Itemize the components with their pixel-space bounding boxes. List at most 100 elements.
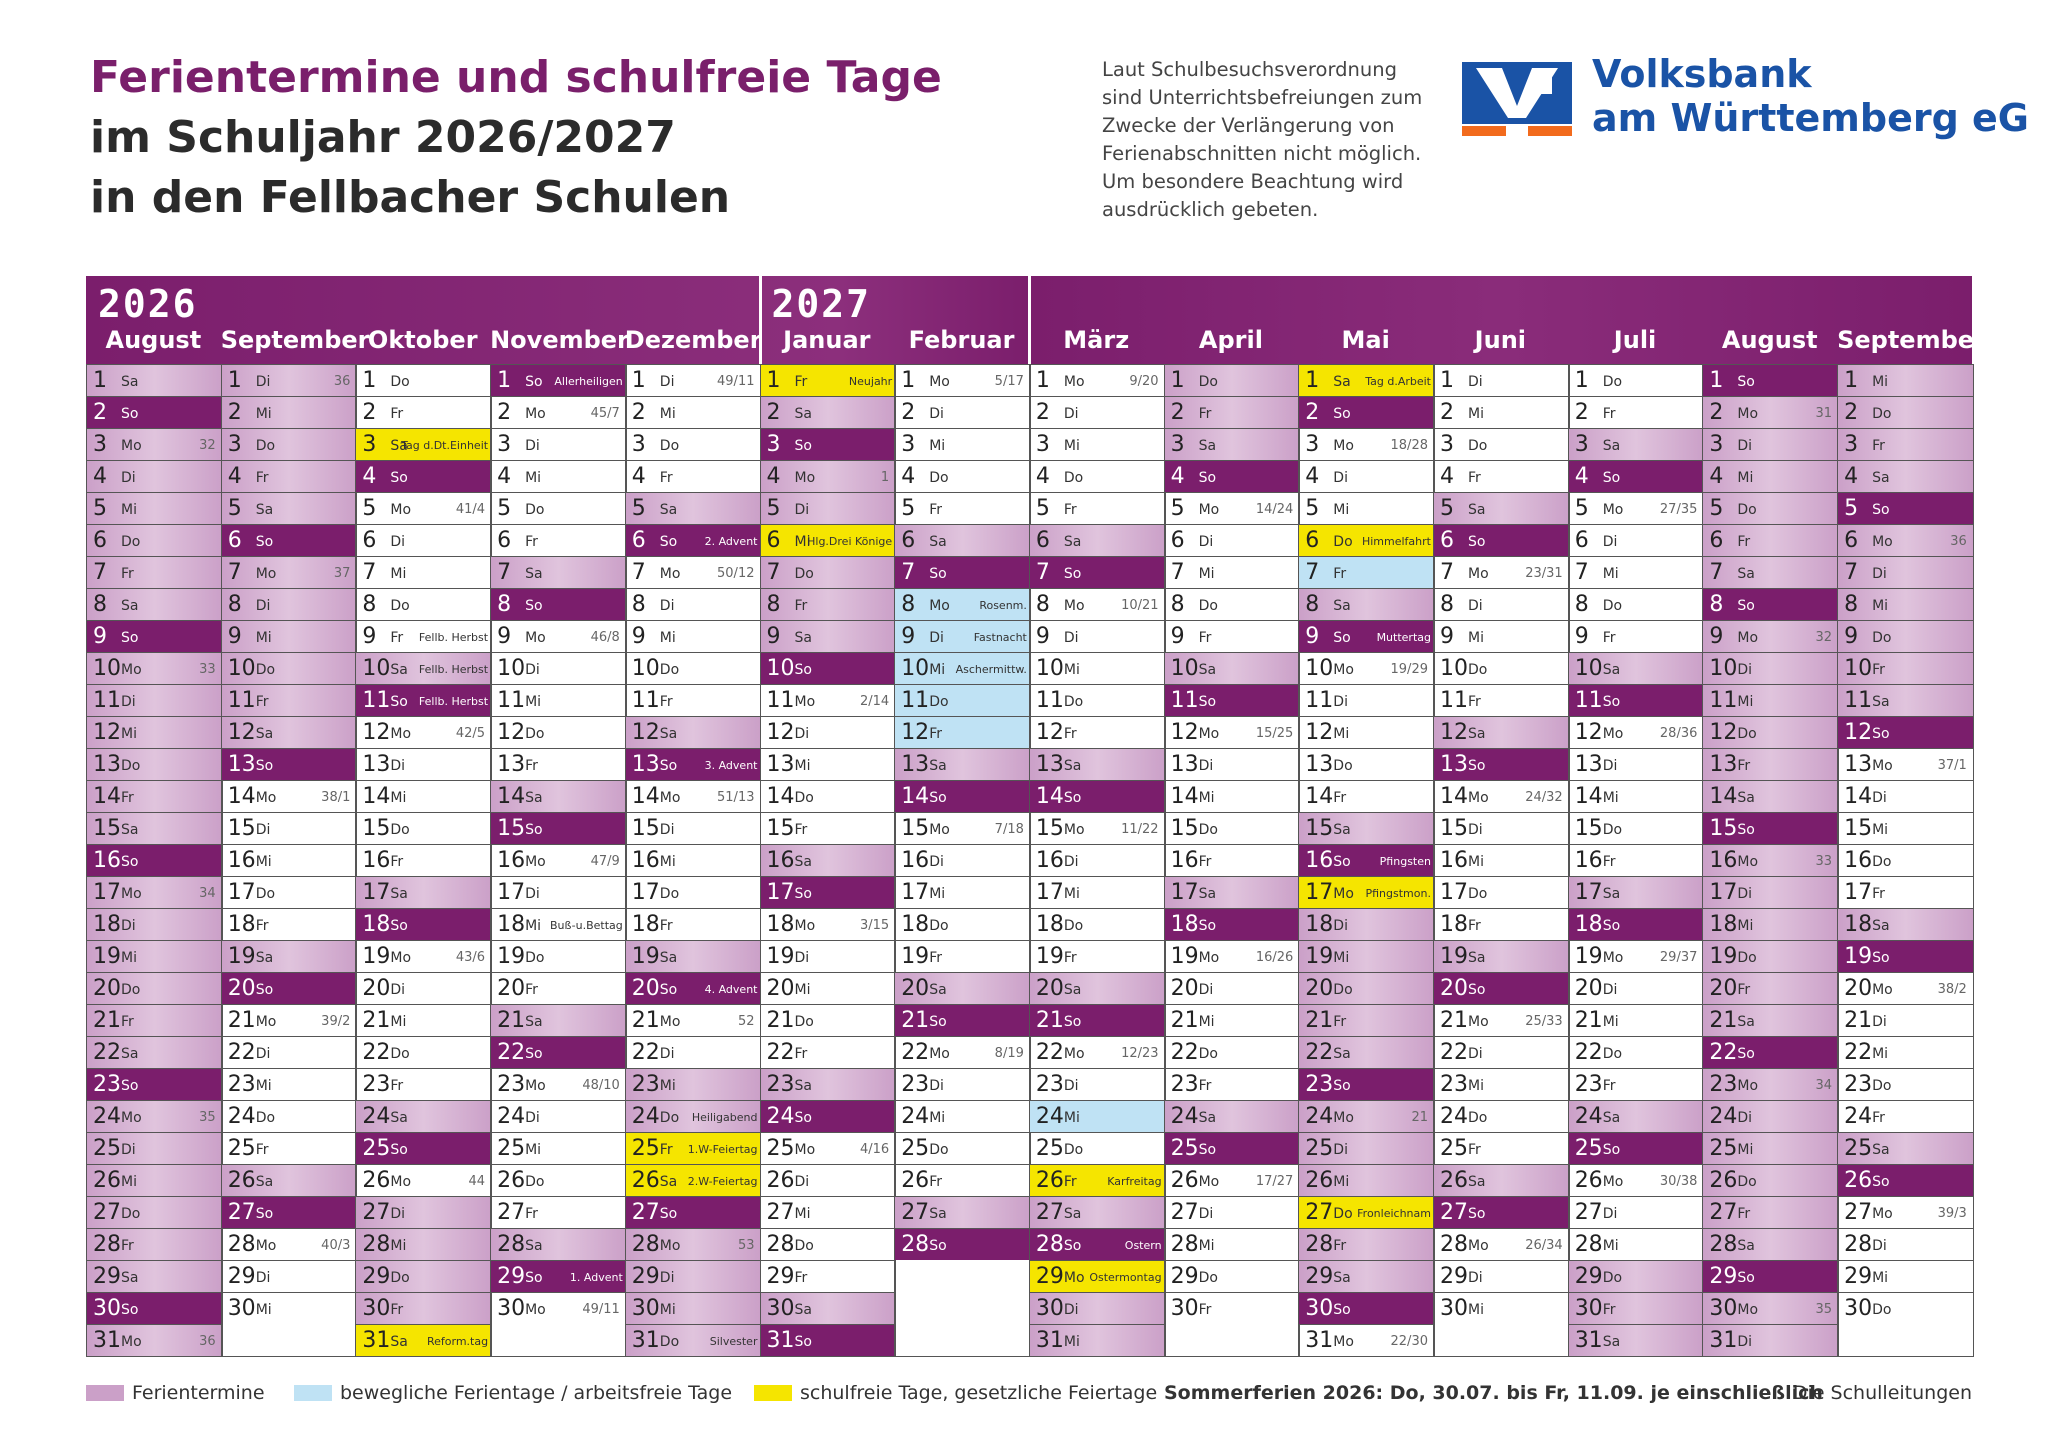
day-number: 23 [1574, 1072, 1603, 1097]
title-line-3: in den Fellbacher Schulen [90, 172, 731, 223]
day-annotation: 2.W-Feiertag [687, 1175, 758, 1188]
weekday-label: Fr [1602, 1302, 1616, 1318]
day-cell: 27 Di [1568, 1196, 1704, 1228]
weekday-label: Mo [255, 1238, 277, 1254]
day-number: 18 [93, 912, 121, 937]
day-number: 19 [362, 944, 391, 969]
day-number: 15 [631, 816, 660, 841]
day-number: 14 [766, 784, 795, 809]
day-cell: 18 Sa [1838, 908, 1973, 940]
weekday-label: Sa [1198, 662, 1217, 678]
weekday-label: Mo [1602, 950, 1624, 966]
weekday-label: Mi [1737, 918, 1754, 934]
weekday-label: Mi [1063, 886, 1080, 902]
day-cell: 8 Fr [760, 588, 896, 620]
weekday-label: So [1737, 374, 1755, 390]
day-cell: 31 Mi [1029, 1324, 1165, 1356]
weekday-label: Do [1602, 1270, 1623, 1286]
day-cell: 6 Mi Hlg.Drei Könige [760, 524, 896, 556]
day-cell: 12 Di [760, 716, 896, 748]
day-number: 10 [1305, 656, 1334, 681]
legend-holiday-swatch [754, 1385, 792, 1401]
weekday-label: Fr [1468, 694, 1481, 710]
weekday-label: Fr [255, 918, 269, 934]
day-number: 5 [1035, 496, 1050, 521]
day-number: 5 [227, 496, 242, 521]
weekday-label: Sa [1602, 1334, 1621, 1350]
day-cell: 19 So [1838, 940, 1973, 972]
day-number: 16 [1305, 848, 1334, 873]
day-cell: 17 Mo Pfingstmon. [1299, 876, 1434, 908]
day-cell: 19 Sa [625, 940, 761, 972]
weekday-label: So [1737, 598, 1755, 614]
day-cell: 28 Mi [1568, 1228, 1704, 1260]
month-column: 1 So Allerheiligen 2 Mo 45/7 3 Di 4 Mi 5 Do 6 Fr 7 Sa 8 S… [490, 364, 627, 1357]
weekday-label: Fr [255, 1142, 269, 1158]
weekday-label: So [255, 758, 274, 774]
day-number: 16 [1035, 848, 1064, 873]
day-number: 28 [1709, 1232, 1738, 1257]
day-number: 24 [1035, 1104, 1064, 1129]
day-cell: 9 Di Fastnacht [895, 620, 1030, 652]
weekday-label: So [1468, 982, 1486, 998]
day-number: 11 [1844, 688, 1873, 713]
day-number: 24 [1440, 1104, 1468, 1129]
day-cell: 22 Fr [760, 1036, 896, 1068]
day-number: 23 [227, 1072, 256, 1097]
day-annotation: Reform.tag [426, 1335, 489, 1348]
day-number: 15 [766, 816, 795, 841]
day-number: 3 [93, 432, 107, 457]
day-number: 1 [1709, 368, 1724, 393]
day-number: 9 [1305, 624, 1320, 649]
day-cell: 12 Do [491, 716, 626, 748]
weekday-label: So [390, 918, 408, 934]
day-number: 27 [93, 1200, 121, 1225]
week-number: 51/13 [717, 790, 755, 805]
day-cell: 24 Mi [1029, 1100, 1165, 1132]
week-number: 43/6 [455, 950, 486, 965]
month-column: 1 Mo 9/20 2 Di 3 Mi 4 Do 5 Fr 6 Sa 7 So 8 Mo 10/21 9 Di 10 Mi… [1028, 364, 1166, 1357]
week-number: 42/5 [455, 726, 486, 741]
day-number: 13 [766, 752, 795, 777]
day-number: 29 [1440, 1264, 1468, 1289]
day-cell: 28 Do [760, 1228, 896, 1260]
weekday-label: Sa [1063, 1206, 1082, 1222]
day-number: 29 [1709, 1264, 1738, 1289]
week-number: 7/18 [994, 822, 1024, 837]
day-cell: 5 Do [491, 492, 626, 524]
day-cell: 15 So [491, 812, 626, 844]
day-number: 1 [901, 368, 916, 393]
day-cell: 21 Mi [1568, 1004, 1704, 1036]
day-number: 26 [766, 1168, 795, 1193]
weekday-label: Do [1602, 1046, 1623, 1062]
day-number: 9 [631, 624, 646, 649]
day-cell: 9 Sa [760, 620, 896, 652]
weekday-label: Do [1737, 502, 1757, 518]
weekday-label: Di [525, 662, 540, 678]
weekday-label: Sa [121, 822, 139, 838]
weekday-label: Di [1602, 982, 1618, 998]
day-number: 30 [1574, 1296, 1603, 1321]
day-number: 8 [1035, 592, 1050, 617]
day-cell: 21 Sa [1703, 1004, 1839, 1036]
day-number: 8 [93, 592, 107, 617]
day-cell: 20 Di [1568, 972, 1704, 1004]
weekday-label: Mo [1468, 790, 1489, 806]
day-cell: 22 Do [1164, 1036, 1300, 1068]
day-cell: 30 Mi [625, 1292, 761, 1324]
day-cell: 24 Sa [1164, 1100, 1300, 1132]
day-cell: 25 Di [1299, 1132, 1434, 1164]
day-number: 29 [1574, 1264, 1603, 1289]
weekday-label: So [659, 534, 678, 550]
day-cell: 24 Fr [1838, 1100, 1973, 1132]
weekday-label: Mi [1333, 502, 1350, 518]
day-number: 12 [631, 720, 660, 745]
week-number: 33 [1815, 854, 1833, 869]
day-number: 20 [93, 976, 121, 1001]
weekday-label: Mo [390, 502, 412, 518]
day-number: 1 [631, 368, 646, 393]
weekday-label: Di [1333, 470, 1348, 486]
weekday-label: Di [659, 822, 675, 838]
day-cell: 21 Fr [1299, 1004, 1434, 1036]
day-number: 19 [1305, 944, 1334, 969]
